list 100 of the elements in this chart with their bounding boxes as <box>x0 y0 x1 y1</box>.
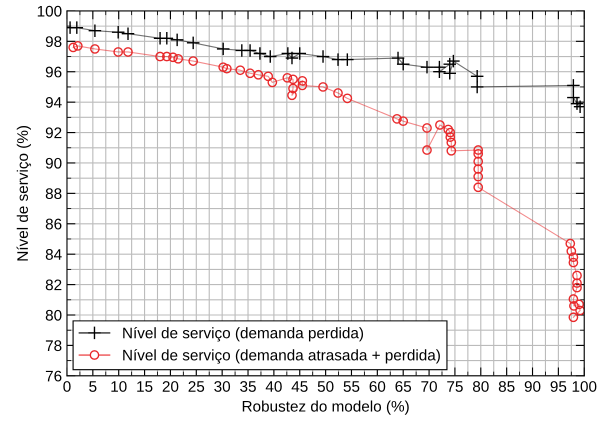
point <box>162 52 172 62</box>
x-tick-label: 5 <box>89 381 96 392</box>
point <box>569 301 579 311</box>
y-tick-label: 96 <box>46 66 62 78</box>
point <box>316 50 330 64</box>
point <box>252 46 267 60</box>
point <box>263 71 274 82</box>
x-tick-label: 20 <box>162 381 178 392</box>
point <box>473 164 484 174</box>
point <box>473 148 484 159</box>
point <box>282 72 292 83</box>
point <box>280 46 295 60</box>
point <box>575 306 584 316</box>
point <box>568 294 578 304</box>
y-tick-label: 94 <box>46 97 62 108</box>
y-tick-label: 86 <box>46 218 62 230</box>
point <box>168 52 178 62</box>
point <box>113 47 124 57</box>
point <box>186 36 200 50</box>
point <box>445 128 456 138</box>
x-tick-label: 30 <box>214 381 230 392</box>
point <box>245 68 255 78</box>
point <box>318 82 328 92</box>
y-tick-label: 82 <box>46 279 62 290</box>
x-tick-label: 45 <box>292 381 308 392</box>
y-tick-label: 100 <box>38 6 62 17</box>
point <box>218 62 228 72</box>
point <box>398 116 408 126</box>
point <box>443 124 454 134</box>
point <box>446 146 456 156</box>
point <box>123 47 133 57</box>
point <box>121 26 135 41</box>
point <box>90 44 100 54</box>
y-axis-title: Nível de serviço (%) <box>16 126 32 260</box>
point <box>566 246 576 256</box>
point <box>297 80 308 90</box>
point <box>188 56 198 66</box>
point <box>297 76 308 86</box>
point <box>470 80 484 94</box>
point <box>333 88 343 98</box>
point <box>473 145 484 155</box>
x-tick-label: 90 <box>524 381 540 392</box>
point <box>442 66 457 80</box>
legend-label: Nível de serviço (demanda atrasada + perdida) <box>123 349 440 364</box>
x-axis-title: Robustez do modelo (%) <box>242 400 409 415</box>
x-tick-label: 60 <box>370 381 386 392</box>
x-tick-label: 100 <box>572 381 596 392</box>
x-tick-label: 40 <box>266 381 282 392</box>
x-tick-label: 15 <box>137 381 152 392</box>
y-tick-label: 90 <box>46 158 62 169</box>
x-tick-label: 85 <box>498 381 515 392</box>
x-tick-label: 75 <box>447 381 463 392</box>
point <box>392 114 402 124</box>
point <box>566 90 580 105</box>
y-tick-label: 98 <box>46 36 62 48</box>
point <box>445 132 456 142</box>
point <box>267 78 278 88</box>
point <box>396 57 410 72</box>
x-tick-label: 65 <box>395 381 412 392</box>
y-tick-label: 92 <box>46 127 62 138</box>
point <box>446 138 456 148</box>
point <box>288 74 298 84</box>
x-tick-label: 50 <box>318 381 334 392</box>
point <box>342 93 352 104</box>
point <box>222 64 232 74</box>
x-tick-label: 35 <box>240 381 256 392</box>
point <box>446 54 460 68</box>
point <box>574 300 584 310</box>
point <box>72 41 83 51</box>
point <box>473 172 484 182</box>
point <box>170 32 184 47</box>
point <box>570 96 584 111</box>
x-tick-label: 70 <box>421 381 437 392</box>
point <box>568 252 578 262</box>
x-tick-label: 0 <box>63 381 71 392</box>
point <box>572 278 582 288</box>
y-tick-label: 78 <box>46 340 62 352</box>
point <box>288 84 298 94</box>
point <box>263 50 278 64</box>
x-tick-label: 95 <box>550 381 566 392</box>
point <box>568 258 578 268</box>
x-tick-label: 25 <box>188 381 204 392</box>
point <box>422 123 432 133</box>
point <box>68 42 78 52</box>
point <box>340 52 354 67</box>
point <box>566 78 580 92</box>
point <box>473 156 484 166</box>
point <box>155 52 165 62</box>
point <box>572 282 582 292</box>
point <box>243 44 258 58</box>
point <box>254 70 264 80</box>
point <box>473 182 484 192</box>
y-tick-label: 84 <box>46 249 62 260</box>
y-tick-label: 76 <box>46 370 62 382</box>
point <box>173 54 184 64</box>
point <box>160 31 174 46</box>
point <box>432 64 446 79</box>
point <box>391 51 405 65</box>
point <box>470 69 484 84</box>
point <box>111 25 126 40</box>
